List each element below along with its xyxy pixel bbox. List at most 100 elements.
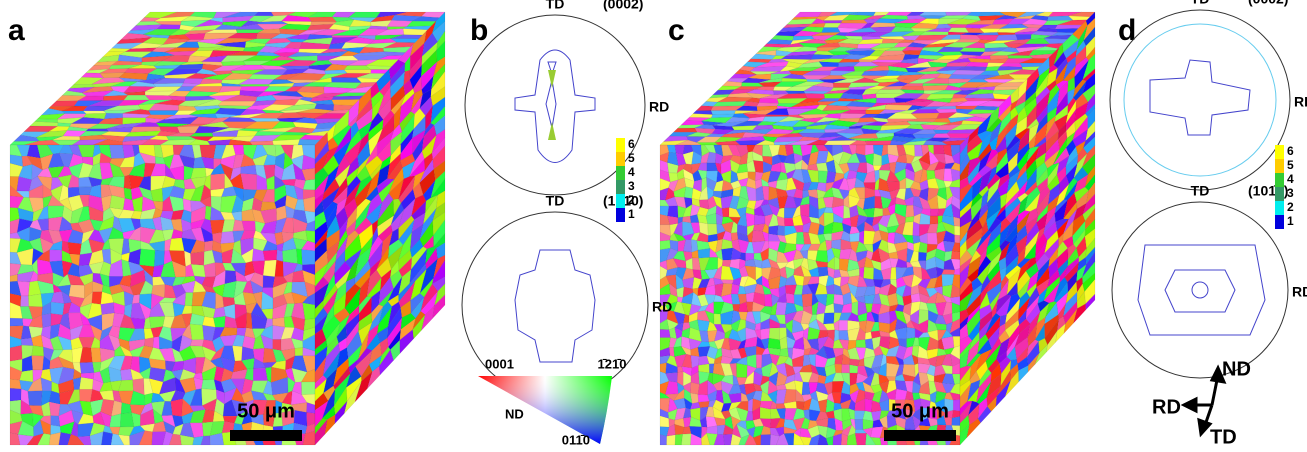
grain (242, 221, 255, 231)
grain (282, 249, 297, 264)
axis-label: TD (1210, 426, 1237, 448)
pf-label: RD (1292, 284, 1307, 300)
grain (92, 292, 102, 305)
grain (754, 215, 765, 225)
grain (204, 263, 216, 277)
grain (1055, 25, 1082, 29)
grain (184, 251, 191, 267)
grain (10, 318, 23, 326)
legend-label: 2 (1287, 200, 1294, 214)
grain (765, 294, 773, 307)
grain (263, 250, 277, 261)
grain (855, 433, 866, 445)
grain (934, 145, 945, 154)
scale-label: 50 μm (891, 400, 949, 422)
grain (295, 347, 303, 355)
grain (32, 346, 44, 357)
axis-label: ND (1222, 358, 1251, 380)
grain (101, 432, 112, 445)
pf-label: TD (546, 0, 565, 12)
legend-swatch (616, 138, 625, 152)
grain (948, 28, 968, 33)
legend-label: 2 (628, 193, 635, 207)
grain (777, 226, 784, 236)
grain (800, 204, 809, 217)
grain (835, 364, 842, 373)
contours-d (1124, 24, 1276, 335)
legend-label: 6 (1287, 144, 1294, 158)
grain (91, 348, 101, 362)
contour (515, 250, 595, 362)
grain (273, 339, 282, 350)
grain (901, 86, 925, 91)
grain (759, 98, 779, 103)
grain (275, 260, 284, 277)
panel-label: d (1118, 14, 1136, 47)
ipf-triangle (478, 376, 612, 444)
grain (675, 434, 683, 445)
contour (1165, 270, 1235, 312)
grain (786, 293, 794, 303)
grain (277, 250, 284, 262)
grain (816, 163, 827, 172)
grain (994, 86, 1020, 90)
grain (990, 55, 1009, 59)
grain (805, 93, 825, 98)
scale-bar (230, 430, 302, 441)
grain (211, 174, 225, 190)
grain (684, 187, 693, 199)
grain (769, 328, 780, 340)
contour (1124, 24, 1276, 176)
grain (154, 250, 164, 266)
grain (936, 109, 957, 113)
pf-label: RD (1294, 94, 1307, 110)
panel-label: b (470, 14, 488, 47)
ipf-label: 1̄21̄0 (598, 356, 627, 371)
grain (823, 20, 842, 23)
pole-circle (1110, 10, 1290, 190)
grain (816, 250, 828, 262)
grain (190, 252, 204, 266)
grain (83, 111, 106, 114)
grain (756, 355, 762, 369)
grain (722, 248, 733, 260)
pf-label: (0002) (603, 0, 643, 12)
grain (201, 380, 216, 390)
grain (149, 110, 179, 114)
grain (795, 12, 822, 17)
grain (185, 292, 193, 305)
grain (51, 101, 78, 107)
grain (303, 197, 315, 213)
grain (722, 207, 729, 216)
grain (80, 362, 94, 373)
grain (86, 129, 109, 132)
scale-bar (884, 430, 956, 441)
grain (218, 101, 256, 106)
grain (821, 27, 840, 32)
grain (905, 216, 914, 222)
contour (1192, 282, 1208, 298)
figure: a b c d 50 μm 50 μm TD(0002)RDTD(101̄0)R… (0, 0, 1307, 452)
grain (308, 17, 336, 22)
grain (768, 338, 781, 349)
grain (190, 340, 204, 347)
grain (926, 94, 954, 99)
grain (906, 205, 915, 217)
pf-label: TD (546, 193, 565, 209)
legend-swatch (616, 194, 625, 208)
pf-label: TD (1191, 0, 1210, 7)
grain (241, 165, 257, 174)
legend-label: 1 (628, 207, 635, 221)
grain (714, 314, 721, 325)
grain (953, 336, 960, 347)
grain (736, 363, 747, 377)
legend-label: 3 (1287, 186, 1294, 200)
grain (954, 235, 960, 243)
pole-figure-labels: TD(0002)RDTD(101̄0)RD654321 (1191, 0, 1307, 300)
grain (50, 250, 63, 262)
contour-fill (548, 70, 556, 140)
grain (204, 241, 213, 252)
grain (842, 364, 850, 373)
grain (913, 134, 937, 139)
ipf-key: 0001 1̄21̄0 011̄0 ND (478, 356, 626, 447)
